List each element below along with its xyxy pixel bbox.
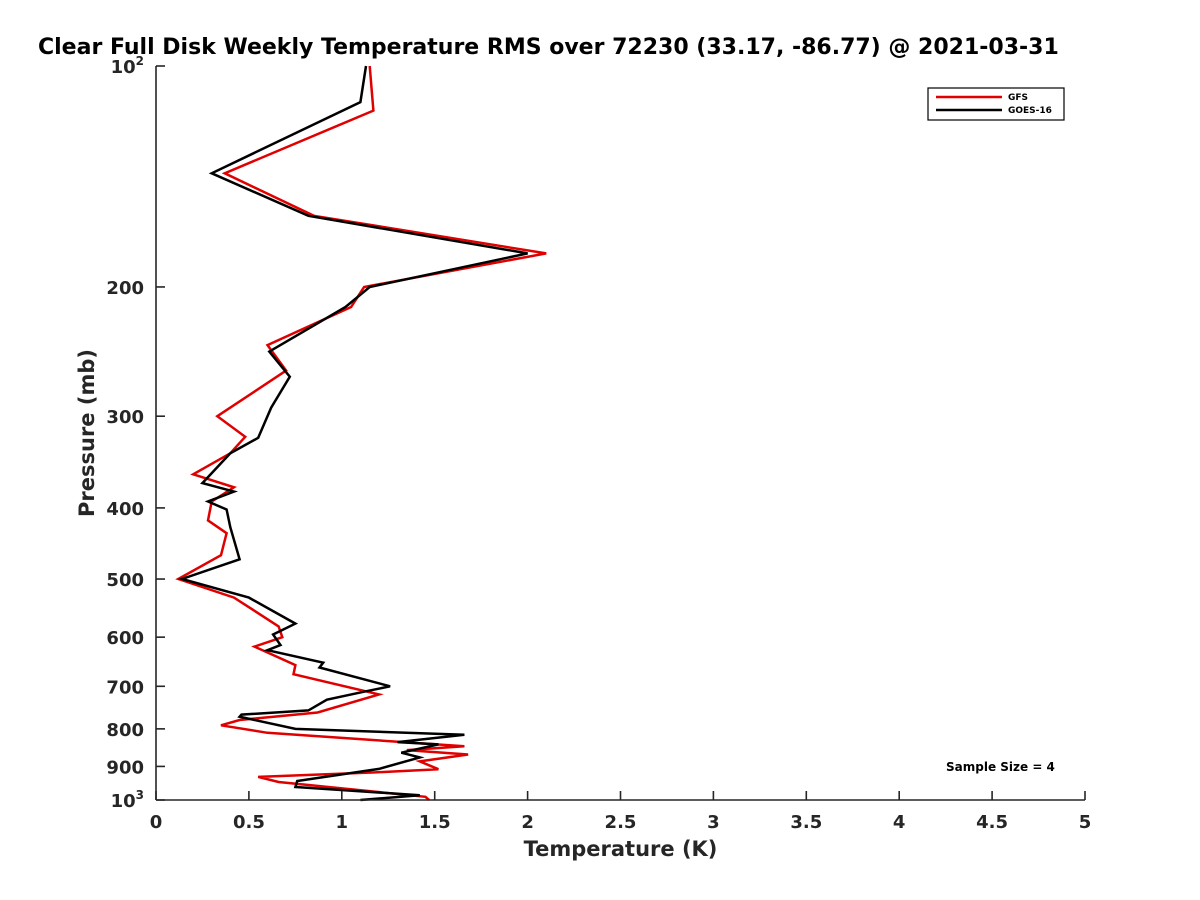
y-tick-label: 200	[106, 278, 144, 299]
y-ticks: 102 200 300 400 500 600 700 800 900 103	[106, 54, 165, 812]
x-ticks: 0 0.5 1 1.5 2 2.5 3 3.5 4 4.5 5	[150, 791, 1092, 833]
series-layer	[175, 65, 547, 802]
y-tick-label: 600	[106, 628, 144, 649]
x-tick-label: 0.5	[233, 812, 265, 833]
x-tick-label: 2.5	[605, 812, 637, 833]
chart-title: Clear Full Disk Weekly Temperature RMS o…	[38, 35, 1059, 60]
legend: GFS GOES-16	[927, 87, 1065, 121]
legend-label-gfs: GFS	[1008, 93, 1028, 103]
sample-size-annotation: Sample Size = 4	[946, 760, 1055, 774]
x-tick-label: 1.5	[419, 812, 451, 833]
y-tick-label: 500	[106, 570, 144, 591]
y-tick-label: 800	[106, 720, 144, 741]
legend-label-goes16: GOES-16	[1008, 106, 1052, 116]
y-tick-label: 900	[106, 757, 144, 778]
y-tick-label: 300	[106, 407, 144, 428]
y-tick-label: 400	[106, 499, 144, 520]
y-tick-label: 700	[106, 677, 144, 698]
y-tick-label: 102	[111, 54, 144, 78]
x-tick-label: 3	[707, 812, 720, 833]
x-tick-label: 0	[150, 812, 163, 833]
x-tick-label: 5	[1079, 812, 1092, 833]
x-tick-label: 2	[521, 812, 534, 833]
y-tick-label: 103	[111, 788, 144, 812]
series-line-gfs	[175, 65, 547, 801]
y-axis-label: Pressure (mb)	[75, 349, 99, 517]
series-line-goes16	[177, 65, 528, 802]
x-tick-label: 4.5	[976, 812, 1008, 833]
x-axis-label: Temperature (K)	[524, 837, 718, 861]
x-tick-label: 1	[336, 812, 349, 833]
x-tick-label: 3.5	[790, 812, 822, 833]
x-tick-label: 4	[893, 812, 906, 833]
legend-box	[927, 87, 1065, 121]
